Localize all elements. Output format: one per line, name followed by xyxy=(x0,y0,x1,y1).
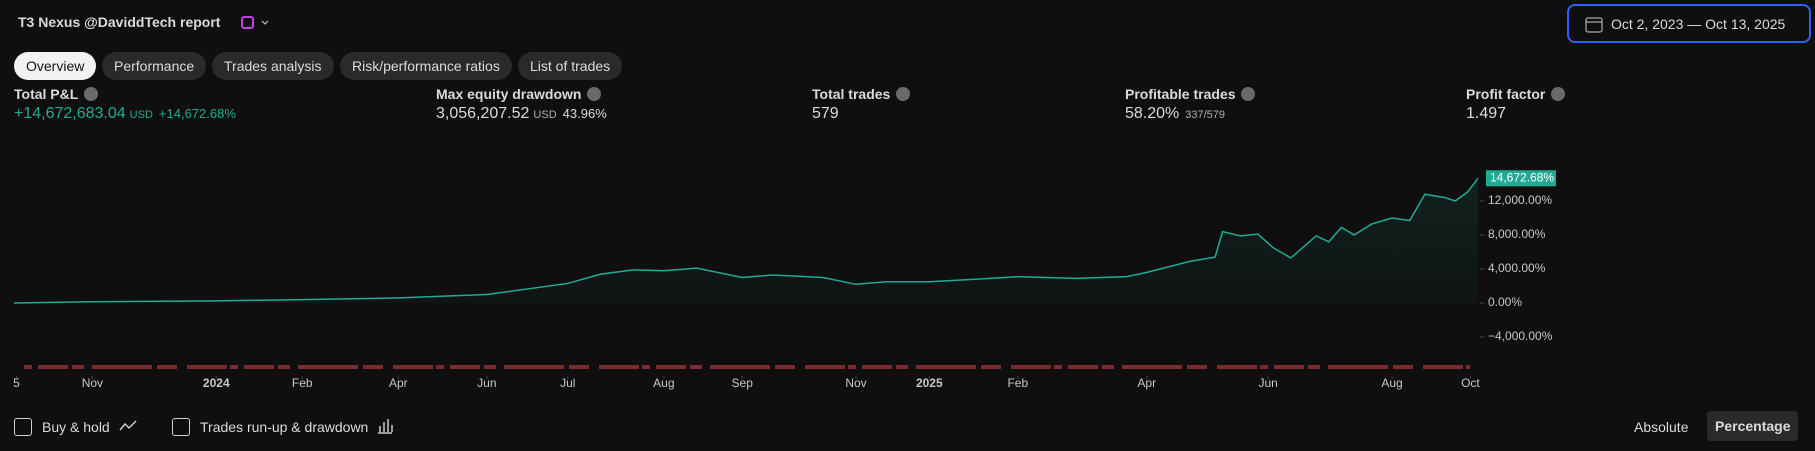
toggle-label[interactable]: Buy & hold xyxy=(42,419,110,435)
metric-extra: +14,672.68% xyxy=(158,106,236,121)
title: T3 Nexus @DaviddTech report xyxy=(18,14,221,30)
date-range-button[interactable]: Oct 2, 2023 — Oct 13, 2025 xyxy=(1567,4,1811,43)
date-range: Oct 2, 2023 — Oct 13, 2025 xyxy=(1611,16,1786,32)
x-tick-label: Jul xyxy=(560,376,575,390)
metric-number: 58.20% xyxy=(1125,105,1180,122)
x-tick-label: Feb xyxy=(1007,376,1028,390)
metric-number: 3,056,207.52 xyxy=(436,105,530,122)
y-tick-label: 0.00% xyxy=(1488,295,1522,309)
info-icon[interactable] xyxy=(896,87,911,101)
metric-label: Max equity drawdown xyxy=(436,86,602,102)
mode-option[interactable]: Absolute xyxy=(1634,419,1689,435)
tab[interactable]: List of trades xyxy=(518,52,623,80)
tab[interactable]: Overview xyxy=(14,52,97,80)
x-tick-label: Apr xyxy=(389,376,408,390)
y-tick-label: −4,000.00% xyxy=(1488,329,1553,343)
x-tick-label: Feb xyxy=(292,376,313,390)
checkbox[interactable] xyxy=(172,418,190,436)
metric-label: Profit factor xyxy=(1466,86,1566,102)
x-tick-label: Aug xyxy=(1381,376,1402,390)
x-tick-label: Aug xyxy=(653,376,674,390)
metric-label: Total P&L xyxy=(14,86,99,102)
tab[interactable]: Performance xyxy=(102,52,207,80)
y-tick-label: 8,000.00% xyxy=(1488,227,1546,241)
equity-line xyxy=(13,177,1479,304)
area-fill xyxy=(14,178,1478,303)
x-tick-label: Jun xyxy=(477,376,496,390)
x-tick-label: 2025 xyxy=(916,376,943,390)
metric-unit: USD xyxy=(533,109,557,121)
line-icon xyxy=(119,420,137,431)
metric-value: +14,672,683.04 USD +14,672.68% xyxy=(14,105,236,123)
metric-extra: 43.96% xyxy=(562,106,607,121)
metric-value: 3,056,207.52 USD 43.96% xyxy=(436,105,607,123)
x-tick-label: 2024 xyxy=(203,376,230,390)
x-tick-label: Nov xyxy=(845,376,866,390)
metric-number: 1.497 xyxy=(1466,105,1507,122)
calendar-icon xyxy=(1585,17,1603,33)
toggle-label[interactable]: Trades run-up & drawdown xyxy=(200,419,369,435)
info-icon[interactable] xyxy=(1241,87,1256,101)
x-tick-label: 5 xyxy=(13,376,20,390)
info-icon[interactable] xyxy=(1551,87,1566,101)
info-icon[interactable] xyxy=(587,87,602,101)
metric-number: 579 xyxy=(812,105,839,122)
title-icons xyxy=(241,16,269,29)
checkbox[interactable] xyxy=(14,418,32,436)
tab[interactable]: Risk/performance ratios xyxy=(340,52,512,80)
y-tick-label: 4,000.00% xyxy=(1488,261,1546,275)
metric-value: 58.20% 337/579 xyxy=(1125,105,1225,123)
tab[interactable]: Trades analysis xyxy=(212,52,334,80)
metric-value: 579 xyxy=(812,105,839,123)
metric-label: Total trades xyxy=(812,86,911,102)
metric-value: 1.497 xyxy=(1466,105,1506,123)
metric-extra: 337/579 xyxy=(1185,109,1226,121)
x-tick-label: Nov xyxy=(82,376,103,390)
last-value-label: 14,672.68% xyxy=(1490,170,1554,184)
info-icon[interactable] xyxy=(84,87,99,101)
x-tick-label: Oct xyxy=(1461,376,1480,390)
metric-label: Profitable trades xyxy=(1125,86,1256,102)
mode-option-active[interactable]: Percentage xyxy=(1707,411,1799,441)
y-tick-label: 12,000.00% xyxy=(1488,193,1552,207)
metric-number: +14,672,683.04 xyxy=(14,105,126,122)
last-value-box xyxy=(1486,170,1556,187)
x-tick-label: Sep xyxy=(732,376,754,390)
x-tick-label: Jun xyxy=(1258,376,1277,390)
bars-icon xyxy=(378,419,393,434)
x-tick-label: Apr xyxy=(1137,376,1156,390)
metric-unit: USD xyxy=(129,109,153,121)
